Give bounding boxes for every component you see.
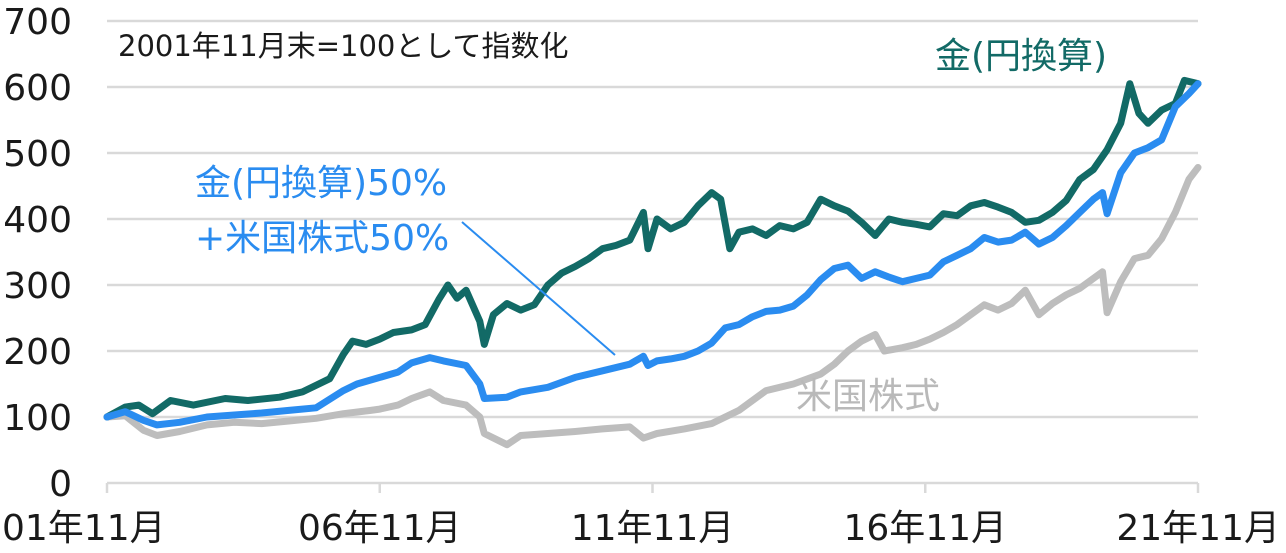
- series-line-gold: [103, 76, 1202, 421]
- x-axis: 01年11月 06年11月 11年11月 16年11月 21年11月: [2, 481, 1280, 549]
- mix-series-label-line2: +米国株式50%: [195, 218, 449, 259]
- y-tick-label: 0: [49, 464, 72, 505]
- y-tick-label: 200: [3, 332, 72, 373]
- annotations: 2001年11月末=100として指数化 金(円換算) 金(円換算)50% +米国…: [118, 29, 1107, 417]
- index-note: 2001年11月末=100として指数化: [118, 29, 569, 63]
- series-lines: [103, 76, 1202, 449]
- y-axis-ticks: 0 100 200 300 400 500 600 700: [3, 2, 72, 505]
- y-tick-label: 500: [3, 134, 72, 175]
- y-tick-label: 400: [3, 200, 72, 241]
- gold-series-label: 金(円換算): [935, 36, 1107, 77]
- y-tick-label: 700: [3, 2, 72, 43]
- us-series-label: 米国株式: [796, 376, 940, 417]
- series-line-mix: [103, 80, 1202, 429]
- gridlines: [107, 19, 1198, 419]
- x-tick-label: 01年11月: [2, 508, 166, 549]
- mix-callout-line: [461, 221, 616, 356]
- y-tick-label: 300: [3, 266, 72, 307]
- x-tick-label: 11年11月: [571, 508, 735, 549]
- x-tick-label: 06年11月: [298, 508, 462, 549]
- x-tick-label: 21年11月: [1116, 508, 1280, 549]
- series-line-us: [103, 164, 1202, 449]
- y-tick-label: 600: [3, 68, 72, 109]
- y-tick-label: 100: [3, 398, 72, 439]
- x-tick-label: 16年11月: [843, 508, 1007, 549]
- mix-series-label-line1: 金(円換算)50%: [195, 163, 447, 204]
